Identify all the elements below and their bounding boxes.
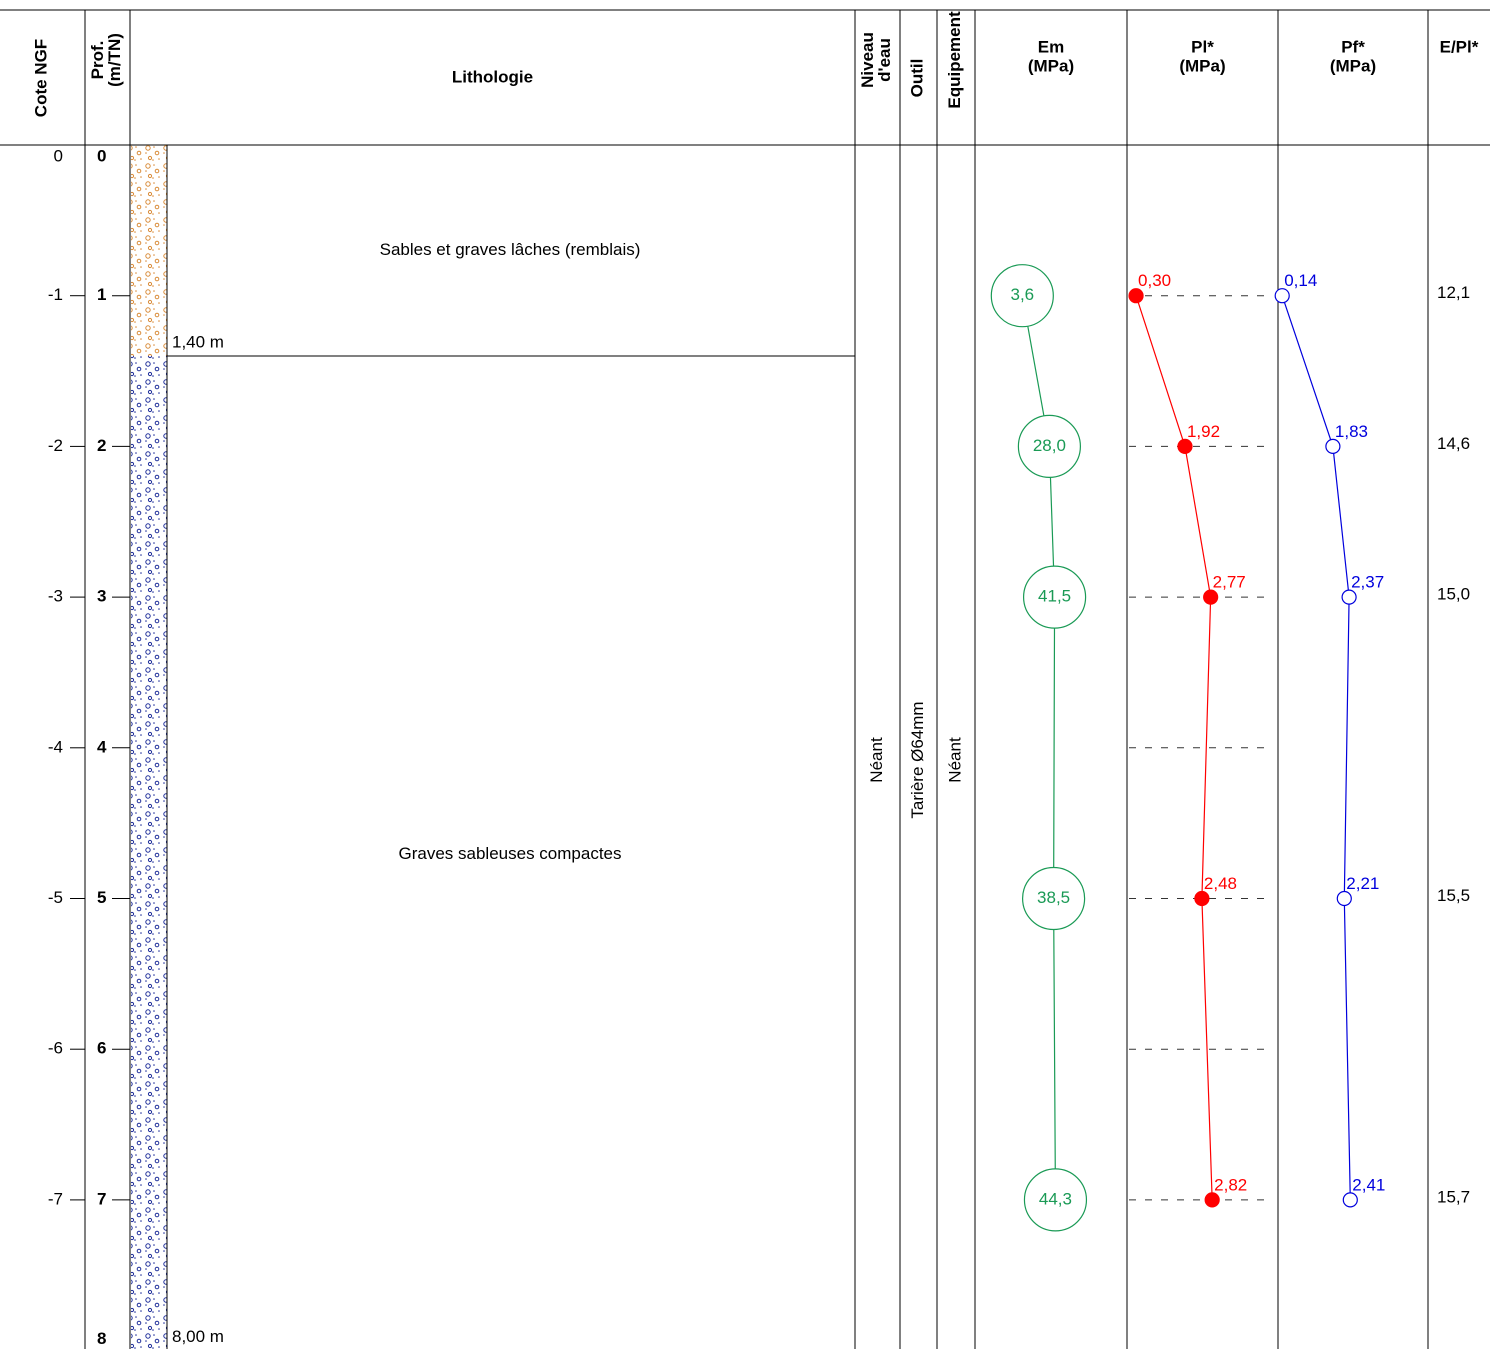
pl-point (1195, 892, 1209, 906)
header-label: (MPa) (1179, 56, 1225, 75)
header-label: Em (1038, 37, 1064, 56)
prof-tick-label: 4 (97, 737, 107, 756)
header-label: Pl* (1191, 37, 1214, 56)
header-label: Prof.(m/TN) (88, 33, 124, 87)
pf-point (1343, 1193, 1357, 1207)
cote-tick-label: -2 (48, 436, 63, 455)
header-line: Outil (908, 59, 927, 98)
header-label: Lithologie (452, 67, 533, 86)
layer-bottom-label: 1,40 m (172, 332, 224, 351)
prof-tick-label: 3 (97, 587, 106, 606)
epl-value-label: 15,0 (1437, 585, 1470, 604)
column-text: Tarière Ø64mm (908, 701, 927, 818)
em-value-label: 28,0 (1033, 436, 1066, 455)
pl-point (1129, 289, 1143, 303)
pl-value-label: 2,82 (1214, 1175, 1247, 1194)
header-label: (MPa) (1330, 56, 1376, 75)
pf-point (1337, 892, 1351, 906)
prof-tick-label: 0 (97, 146, 106, 165)
prof-tick-label: 2 (97, 436, 106, 455)
header-label: E/Pl* (1440, 37, 1479, 56)
pf-value-label: 2,21 (1346, 874, 1379, 893)
lithology-fill (131, 145, 167, 356)
cote-tick-label: -4 (48, 737, 63, 756)
header-line: Equipement (945, 11, 964, 109)
cote-tick-label: -1 (48, 285, 63, 304)
em-value-label: 3,6 (1010, 285, 1034, 304)
column-text: Néant (945, 737, 964, 783)
cote-tick-label: -3 (48, 587, 63, 606)
pf-point (1342, 590, 1356, 604)
em-value-label: 38,5 (1037, 888, 1070, 907)
page: {"header": {"cote": ["Cote NGF"], "prof"… (0, 0, 1490, 1349)
pl-point (1178, 439, 1192, 453)
prof-tick-label: 1 (97, 285, 106, 304)
header-label: Outil (908, 59, 927, 98)
header-label: Niveaud'eau (858, 32, 894, 88)
epl-value-label: 15,5 (1437, 886, 1470, 905)
lithology-fill (131, 356, 167, 1349)
em-value-label: 44,3 (1039, 1189, 1072, 1208)
prof-tick-label: 5 (97, 888, 106, 907)
pf-point (1326, 439, 1340, 453)
epl-value-label: 14,6 (1437, 434, 1470, 453)
prof-tick-label: 6 (97, 1039, 106, 1058)
pf-value-label: 2,37 (1351, 573, 1384, 592)
cote-tick-label: -6 (48, 1039, 63, 1058)
column-text: Néant (867, 737, 886, 783)
layer-description: Sables et graves lâches (remblais) (380, 240, 641, 259)
pf-value-label: 1,83 (1335, 422, 1368, 441)
borehole-log: Cote NGF Prof.(m/TN) Lithologie Niveaud'eau… (0, 0, 1490, 1349)
header-label: Equipement (945, 11, 964, 109)
header-line: d'eau (875, 38, 894, 82)
em-value-label: 41,5 (1038, 587, 1071, 606)
cote-tick-label: -7 (48, 1189, 63, 1208)
header-label: Pf* (1341, 37, 1365, 56)
epl-value-label: 12,1 (1437, 283, 1470, 302)
pl-value-label: 2,48 (1204, 874, 1237, 893)
cote-tick-label: -5 (48, 888, 63, 907)
pl-value-label: 1,92 (1187, 422, 1220, 441)
pf-point (1275, 289, 1289, 303)
pl-point (1204, 590, 1218, 604)
pf-value-label: 0,14 (1284, 271, 1317, 290)
header-line: Cote NGF (32, 39, 51, 117)
cote-tick-label: 0 (54, 146, 63, 165)
header-label: (MPa) (1028, 56, 1074, 75)
header-label: Cote NGF (32, 39, 51, 117)
header-line: (m/TN) (105, 33, 124, 87)
prof-tick-label: 8 (97, 1329, 106, 1348)
epl-value-label: 15,7 (1437, 1187, 1470, 1206)
pf-value-label: 2,41 (1352, 1175, 1385, 1194)
pl-value-label: 2,77 (1213, 573, 1246, 592)
pl-point (1205, 1193, 1219, 1207)
pl-value-label: 0,30 (1138, 271, 1171, 290)
layer-bottom-label: 8,00 m (172, 1327, 224, 1346)
prof-tick-label: 7 (97, 1189, 106, 1208)
layer-description: Graves sableuses compactes (399, 844, 622, 863)
